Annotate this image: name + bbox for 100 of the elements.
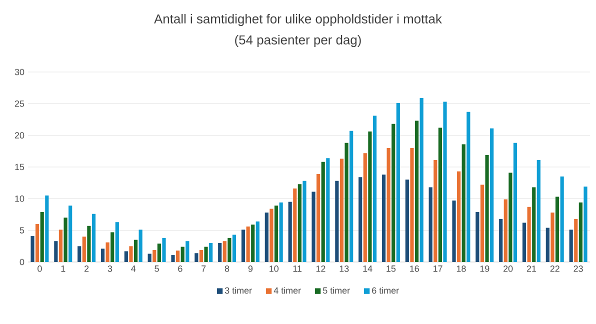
bar <box>527 206 531 262</box>
bar <box>434 160 438 262</box>
bar <box>396 103 400 262</box>
bar <box>180 246 184 262</box>
y-tick-label: 30 <box>14 68 24 76</box>
legend-label: 3 timer <box>224 287 252 294</box>
bar <box>392 124 396 262</box>
y-tick-label: 10 <box>15 195 24 202</box>
bar <box>452 200 456 262</box>
bar <box>176 250 180 262</box>
bar <box>298 184 302 262</box>
bar <box>100 248 105 262</box>
bar <box>420 98 424 262</box>
legend-label: 4 timer <box>274 287 301 294</box>
bar <box>82 236 86 262</box>
bar <box>129 246 133 262</box>
bar <box>490 128 494 262</box>
legend-label: 6 timer <box>372 287 399 294</box>
chart-subtitle: (54 pasienter per dag) <box>235 34 361 48</box>
x-tick-label: 22 <box>550 266 560 272</box>
bar <box>382 174 386 262</box>
bar <box>335 180 339 262</box>
bar <box>414 120 419 262</box>
bar <box>58 230 63 262</box>
bar <box>171 255 175 262</box>
bar <box>293 188 297 262</box>
bar <box>443 102 447 262</box>
x-tick-label: 6 <box>178 266 182 272</box>
bar <box>232 234 236 262</box>
bar <box>106 242 110 262</box>
x-tick-label: 3 <box>108 266 112 272</box>
bar <box>428 187 432 262</box>
bar <box>546 228 550 262</box>
x-tick-label: 17 <box>433 266 442 272</box>
x-tick-label: 19 <box>480 266 490 272</box>
bar <box>302 180 306 262</box>
x-tick-label: 20 <box>504 266 513 272</box>
y-tick-label: 15 <box>15 164 24 170</box>
bar <box>485 154 489 262</box>
bar <box>87 226 91 262</box>
x-tick-label: 18 <box>456 266 466 272</box>
bar <box>40 212 44 262</box>
bar <box>466 112 470 262</box>
chart-title: Antall i samtidighet for ulike oppholdstider i mottak <box>154 14 442 26</box>
bar <box>274 206 278 262</box>
bar <box>64 218 68 262</box>
bar <box>186 241 190 262</box>
bar <box>321 162 325 262</box>
x-tick-label: 9 <box>248 266 253 272</box>
x-tick-label: 13 <box>340 266 349 272</box>
bar <box>574 218 578 262</box>
bar <box>569 230 573 262</box>
bar <box>218 243 222 262</box>
bar <box>522 222 526 262</box>
bar <box>504 199 508 262</box>
bar <box>288 202 292 262</box>
bar <box>148 254 152 262</box>
bar <box>340 158 344 262</box>
y-tick-label: 5 <box>20 227 24 234</box>
y-tick-label: 0 <box>20 258 24 266</box>
bar <box>560 176 564 262</box>
bar <box>209 243 213 262</box>
x-tick-label: 21 <box>526 266 536 272</box>
bar <box>578 202 582 262</box>
bar <box>368 132 372 262</box>
legend-label: 5 timer <box>323 287 350 294</box>
bar <box>386 148 390 262</box>
x-tick-label: 8 <box>224 266 230 272</box>
x-tick-label: 10 <box>270 266 279 272</box>
x-tick-label: 1 <box>61 266 66 272</box>
bar <box>344 142 348 262</box>
bar <box>228 238 232 262</box>
bar <box>584 186 588 262</box>
bar <box>241 230 246 262</box>
y-tick-label: 20 <box>14 132 24 139</box>
bar <box>110 232 114 262</box>
bar <box>480 184 484 262</box>
bar <box>410 148 414 262</box>
bar <box>405 180 409 262</box>
bar <box>462 144 466 262</box>
bar <box>157 244 161 262</box>
bar <box>194 253 198 262</box>
x-tick-label: 4 <box>131 266 136 272</box>
bar <box>36 224 40 262</box>
bar <box>350 130 354 262</box>
x-tick-label: 12 <box>316 266 326 272</box>
bar <box>246 226 250 262</box>
bar <box>54 241 58 262</box>
x-tick-label: 5 <box>154 266 159 272</box>
x-tick-label: 16 <box>410 266 419 272</box>
bar <box>152 250 156 262</box>
bar <box>438 128 442 262</box>
bar <box>476 212 480 262</box>
bar <box>68 206 72 262</box>
bar <box>358 177 362 262</box>
x-tick-label: 0 <box>38 266 42 272</box>
bar <box>513 142 518 262</box>
bar <box>115 222 119 262</box>
bar <box>363 153 367 262</box>
bar <box>264 212 268 262</box>
